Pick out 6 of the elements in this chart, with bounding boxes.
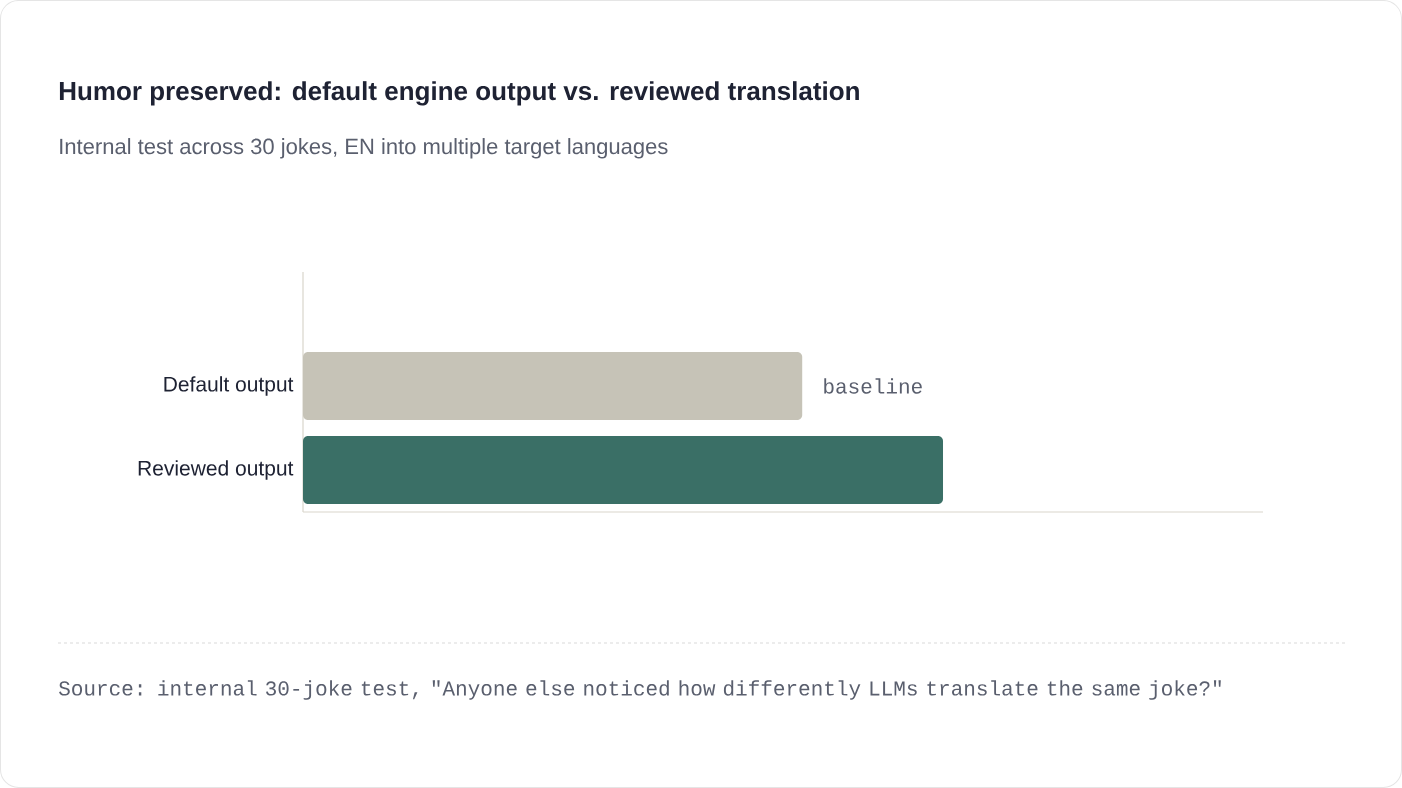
y-tick-label: Reviewed output bbox=[138, 460, 294, 480]
y-tick-label: Default output bbox=[164, 376, 294, 396]
source-note: Source: internal 30-joke test, "Anyone else noticed how differently LLMs translate the same joke?" bbox=[59, 680, 1221, 700]
chart-subtitle: Internal test across 30 jokes, EN into multiple target languages bbox=[60, 138, 668, 159]
chart-title: Humor preserved: default engine output vs. reviewed translation bbox=[59, 81, 859, 106]
annotation: baseline bbox=[824, 378, 922, 394]
